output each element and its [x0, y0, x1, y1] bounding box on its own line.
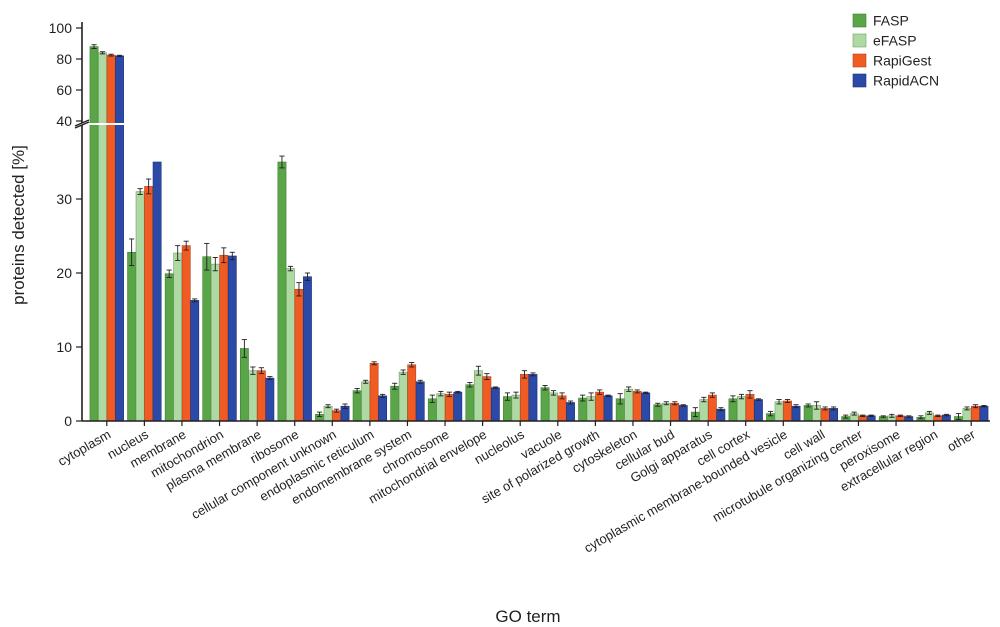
category-label: other: [945, 426, 979, 454]
bar: [390, 385, 400, 422]
bar: [453, 391, 463, 422]
y-tick-label: 20: [56, 265, 72, 281]
legend-label: RapiGest: [873, 53, 931, 69]
bar: [774, 401, 784, 422]
bar: [361, 381, 371, 422]
y-tick-label: 60: [56, 82, 72, 98]
category-label: cytoplasm: [55, 427, 113, 469]
bar: [152, 161, 162, 422]
bar: [490, 387, 500, 422]
bar: [398, 371, 408, 422]
bar: [106, 54, 116, 422]
bar: [415, 381, 425, 422]
bar: [783, 400, 792, 422]
legend-swatch: [852, 73, 867, 88]
bar: [210, 263, 220, 422]
bar: [164, 273, 174, 422]
bar: [678, 405, 688, 422]
bar: [444, 394, 454, 422]
bar: [557, 395, 567, 422]
bar: [473, 370, 483, 422]
ticks-layer: 0 10 20 30 40 60 80 100: [49, 20, 82, 429]
bar: [277, 161, 287, 422]
bar: [699, 399, 709, 422]
legend-label: eFASP: [873, 33, 917, 49]
y-tick-label: 30: [56, 191, 72, 207]
legend-label: RapidACN: [873, 73, 939, 89]
bar: [98, 52, 107, 422]
bar: [89, 46, 99, 422]
bar: [707, 394, 717, 422]
bar: [737, 396, 746, 422]
bar: [754, 399, 763, 422]
axis-break-mark: [74, 121, 90, 129]
y-tick-label: 10: [56, 339, 72, 355]
bar: [641, 392, 651, 422]
bar: [465, 384, 475, 422]
bar: [219, 254, 229, 422]
y-tick-label: 100: [49, 20, 73, 36]
x-axis-title: GO term: [495, 607, 560, 626]
bar: [303, 276, 312, 422]
y-tick-label: 40: [56, 113, 72, 129]
bar: [670, 402, 680, 422]
bar: [803, 405, 813, 422]
bar: [352, 390, 362, 422]
bar: [286, 268, 295, 422]
bar: [791, 405, 801, 422]
bar: [256, 370, 266, 422]
bar: [603, 395, 613, 422]
bar: [294, 288, 304, 422]
bar: [632, 391, 642, 422]
bar: [482, 376, 492, 422]
legend-swatch: [852, 13, 867, 28]
y-tick-label: 0: [64, 413, 72, 429]
bar: [540, 387, 550, 422]
bar: [578, 397, 588, 422]
bar: [127, 251, 137, 422]
legend-swatch: [852, 33, 867, 48]
axis-break-mark: [74, 119, 90, 127]
bar: [653, 404, 663, 422]
bars-layer: [70, 44, 989, 422]
bar: [239, 348, 249, 422]
bar: [190, 300, 200, 422]
bar: [971, 405, 980, 422]
bar: [378, 395, 388, 422]
bar: [173, 252, 183, 422]
bar: [135, 191, 145, 422]
y-tick-label: 80: [56, 51, 72, 67]
legend: FASP eFASP RapiGest RapidACN: [852, 13, 939, 89]
bar: [979, 405, 989, 422]
category-labels: cytoplasmnucleusmembranemitochondrionpla…: [55, 421, 978, 556]
bar: [202, 256, 212, 422]
bar: [595, 391, 605, 422]
bar: [115, 55, 124, 422]
legend-label: FASP: [873, 13, 909, 29]
bar: [624, 388, 634, 422]
bar: [528, 374, 538, 422]
axis-break-gap: [70, 123, 126, 125]
bar: [661, 402, 671, 422]
bar: [549, 392, 558, 422]
bar: [511, 394, 521, 422]
bar: [520, 374, 529, 422]
bar: [248, 370, 258, 422]
bar: [265, 377, 275, 422]
bar: [181, 245, 191, 422]
bar: [566, 402, 575, 422]
bar: [227, 255, 237, 422]
bar: [369, 362, 379, 422]
bar: [407, 364, 417, 422]
bar: [436, 393, 446, 422]
bar: [144, 186, 154, 422]
bar: [323, 405, 333, 422]
y-axis-title: proteins detected [%]: [9, 145, 28, 305]
legend-swatch: [852, 53, 867, 68]
